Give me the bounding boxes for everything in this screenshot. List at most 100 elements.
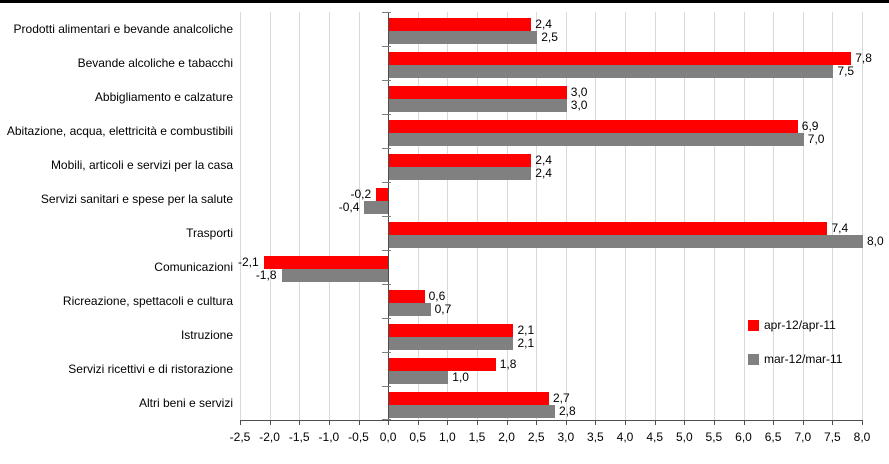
legend-label-mar: mar-12/mar-11 <box>764 352 843 366</box>
gridline <box>713 12 715 420</box>
gridline <box>743 12 745 420</box>
x-axis-label: 3,5 <box>587 430 604 444</box>
x-axis-tick <box>595 421 597 425</box>
gridline <box>625 12 626 420</box>
legend: apr-12/apr-11 mar-12/mar-11 <box>748 318 842 366</box>
gridline <box>477 12 478 420</box>
x-axis-label: 7,5 <box>824 430 841 444</box>
legend-item-mar: mar-12/mar-11 <box>748 352 842 366</box>
x-axis-label: 6,0 <box>735 430 752 444</box>
bar-value-label: 2,5 <box>541 30 558 44</box>
y-axis-tick <box>382 182 392 183</box>
x-axis-label: 1,5 <box>468 430 486 444</box>
category-label: Servizi ricettivi e di ristorazione <box>68 362 233 376</box>
gridline <box>328 12 330 420</box>
x-axis-tick <box>269 421 271 425</box>
x-axis-label: 7,0 <box>794 430 812 444</box>
x-axis-tick <box>565 421 567 425</box>
gridline <box>654 12 656 420</box>
x-axis-label: 8,0 <box>853 430 871 444</box>
bar-apr <box>263 256 389 269</box>
bar-value-label: -2,1 <box>238 255 259 269</box>
category-label: Abitazione, acqua, elettricità e combust… <box>6 124 233 138</box>
bar-mar <box>389 133 804 146</box>
x-axis-label: 5,5 <box>705 430 723 444</box>
x-axis-label: 3,0 <box>557 430 575 444</box>
bar-value-label: -0,4 <box>338 200 360 214</box>
x-axis-tick <box>299 421 301 425</box>
y-axis-tick <box>382 114 392 115</box>
y-axis-tick <box>382 80 392 81</box>
x-axis-label: -1,5 <box>288 430 310 444</box>
gridline <box>240 12 241 420</box>
plot-area: 2,4 2,5 7,8 7,5 3,0 3,0 6,9 7,0 2,4 2,4 -0,2 -0,4 7,… <box>238 12 884 420</box>
x-axis-label: 4,0 <box>616 430 634 444</box>
bar-mar <box>281 269 389 282</box>
bar-apr <box>389 154 532 167</box>
x-axis-label: -1,0 <box>318 430 340 444</box>
x-axis-tick <box>832 421 834 425</box>
x-axis-tick <box>713 421 715 425</box>
x-axis-label: 0,5 <box>409 430 427 444</box>
bar-value-label: 1,0 <box>452 370 469 384</box>
x-axis-tick <box>477 421 478 425</box>
gridline <box>447 12 449 420</box>
bar-mar <box>389 371 449 384</box>
x-axis-tick <box>743 421 745 425</box>
category-label: Comunicazioni <box>154 260 233 274</box>
bar-value-label: 2,1 <box>517 336 535 350</box>
gridline <box>832 12 834 420</box>
x-axis-tick <box>358 421 360 425</box>
x-axis-tick <box>240 421 241 425</box>
x-axis-tick <box>328 421 330 425</box>
gridline <box>565 12 567 420</box>
bar-apr <box>389 120 798 133</box>
y-axis-tick <box>382 148 392 149</box>
bar-value-label: 1,8 <box>499 357 517 371</box>
gridline <box>802 12 804 420</box>
bar-apr <box>389 290 425 303</box>
bar-value-label: 6,9 <box>801 119 819 133</box>
y-axis-tick <box>382 250 392 251</box>
gridline <box>862 12 863 420</box>
bar-value-label: 7,8 <box>855 51 872 65</box>
gridline <box>417 12 419 420</box>
bar-value-label: 0,6 <box>428 289 446 303</box>
y-axis-tick <box>382 386 392 387</box>
category-axis-labels: Prodotti alimentari e bevande analcolich… <box>0 12 233 420</box>
bar-value-label: 3,0 <box>570 85 588 99</box>
y-axis-tick <box>382 318 392 319</box>
x-axis-tick <box>684 421 686 425</box>
bar-mar <box>389 31 538 44</box>
x-axis-line <box>240 420 863 421</box>
x-axis-label: -2,0 <box>259 430 280 444</box>
x-axis-label: -2,5 <box>229 430 251 444</box>
bar-value-label: 2,4 <box>535 17 552 31</box>
bar-value-label: 2,8 <box>559 404 576 418</box>
bar-mar <box>389 167 532 180</box>
x-axis-label: 4,5 <box>646 430 664 444</box>
bar-mar <box>389 405 555 418</box>
y-axis-tick <box>382 216 392 217</box>
category-label: Altri beni e servizi <box>138 396 233 410</box>
y-axis-tick <box>382 352 392 353</box>
bar-apr <box>389 52 852 65</box>
x-axis-label: 2,5 <box>527 430 545 444</box>
bar-value-label: 8,0 <box>867 234 884 248</box>
bar-apr <box>376 188 388 201</box>
category-label: Abbigliamento e calzature <box>94 90 233 104</box>
category-label: Servizi sanitari e spese per la salute <box>40 192 233 206</box>
category-label: Mobili, articoli e servizi per la casa <box>50 158 233 172</box>
bar-apr <box>389 324 514 337</box>
bar-value-label: 2,4 <box>535 166 552 180</box>
bar-value-label: -0,2 <box>350 187 372 201</box>
bar-value-label: 2,7 <box>553 391 570 405</box>
bar-value-label: 7,4 <box>831 221 849 235</box>
x-axis-tick <box>447 421 449 425</box>
bar-mar <box>389 303 431 316</box>
gridline <box>506 12 508 420</box>
category-label: Bevande alcoliche e tabacchi <box>77 56 233 70</box>
gridline <box>773 12 775 420</box>
gridline <box>595 12 597 420</box>
gridline <box>299 12 301 420</box>
